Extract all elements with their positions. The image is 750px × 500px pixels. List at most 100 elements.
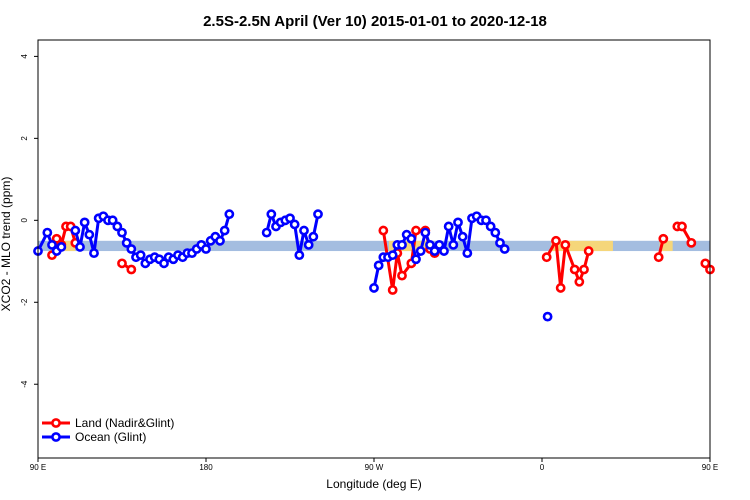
background-bands bbox=[38, 240, 710, 252]
data-point bbox=[434, 240, 445, 250]
data-point bbox=[387, 250, 398, 261]
chart-title: 2.5S-2.5N April (Ver 10) 2015-01-01 to 2… bbox=[203, 13, 547, 30]
data-point bbox=[56, 242, 67, 252]
data-point bbox=[121, 237, 132, 248]
data-point bbox=[215, 235, 225, 246]
band-3 bbox=[551, 240, 613, 252]
legend: Land (Nadir&Glint)Ocean (Glint) bbox=[42, 416, 174, 444]
x-tick-label: 90 W bbox=[365, 463, 384, 472]
data-point bbox=[107, 215, 118, 226]
legend-marker bbox=[51, 432, 61, 442]
band-0 bbox=[38, 240, 710, 252]
data-point bbox=[378, 225, 389, 236]
band-2 bbox=[388, 240, 434, 252]
data-point bbox=[397, 240, 407, 250]
data-point bbox=[448, 240, 459, 250]
data-point bbox=[495, 237, 505, 248]
data-point bbox=[289, 219, 300, 230]
x-tick-label: 0 bbox=[540, 463, 545, 472]
y-tick-label: 4 bbox=[20, 54, 29, 59]
series-layer bbox=[33, 209, 715, 322]
legend-marker bbox=[51, 418, 61, 428]
data-point bbox=[42, 227, 53, 238]
data-point bbox=[677, 221, 687, 232]
data-point bbox=[429, 246, 440, 256]
y-tick-label: 2 bbox=[20, 136, 29, 141]
data-point bbox=[579, 264, 589, 275]
data-point bbox=[653, 252, 664, 263]
data-point bbox=[551, 235, 561, 246]
band-1 bbox=[60, 240, 76, 252]
y-axis: -4 -2 0 2 4 bbox=[20, 54, 38, 388]
data-point bbox=[51, 233, 62, 244]
series-2 bbox=[542, 311, 553, 322]
data-point bbox=[369, 283, 379, 293]
data-point bbox=[541, 252, 552, 263]
data-point bbox=[117, 227, 127, 238]
y-tick-label: -4 bbox=[20, 380, 29, 388]
data-point bbox=[420, 227, 431, 238]
data-point bbox=[303, 240, 314, 250]
x-tick-label: 180 bbox=[199, 463, 213, 472]
data-point bbox=[47, 240, 57, 250]
data-point bbox=[201, 244, 211, 254]
legend-label: Land (Nadir&Glint) bbox=[75, 416, 174, 430]
data-point bbox=[411, 254, 421, 265]
data-point bbox=[485, 221, 496, 232]
legend-label: Ocean (Glint) bbox=[75, 430, 146, 444]
x-tick-label: 90 E bbox=[702, 463, 718, 472]
data-point bbox=[89, 248, 99, 258]
data-point bbox=[490, 227, 501, 238]
data-point bbox=[686, 237, 697, 248]
x-tick-label: 90 E bbox=[30, 463, 46, 472]
data-point bbox=[397, 270, 407, 281]
data-point bbox=[387, 285, 398, 295]
data-point bbox=[84, 229, 95, 240]
data-point bbox=[425, 240, 435, 250]
data-point bbox=[219, 225, 230, 236]
data-point bbox=[542, 311, 553, 322]
data-point bbox=[462, 248, 473, 258]
data-point bbox=[439, 246, 449, 256]
data-point bbox=[126, 244, 137, 254]
band-4 bbox=[659, 240, 673, 252]
data-point bbox=[560, 240, 571, 250]
data-point bbox=[373, 260, 384, 271]
x-axis: 90 E 180 90 W 0 90 E bbox=[30, 458, 718, 472]
data-point bbox=[443, 221, 454, 232]
data-point bbox=[415, 246, 426, 256]
data-point bbox=[126, 264, 137, 275]
data-point bbox=[453, 217, 463, 228]
data-point bbox=[75, 242, 85, 252]
data-point bbox=[406, 233, 417, 244]
legend-item: Land (Nadir&Glint) bbox=[42, 416, 174, 430]
data-point bbox=[457, 231, 468, 242]
data-point bbox=[411, 225, 421, 236]
data-point bbox=[555, 283, 566, 293]
data-point bbox=[79, 217, 90, 228]
legend-item: Ocean (Glint) bbox=[42, 430, 146, 444]
data-point bbox=[224, 209, 235, 220]
y-tick-label: 0 bbox=[20, 218, 29, 223]
data-point bbox=[294, 250, 305, 261]
data-point bbox=[285, 213, 295, 224]
data-point bbox=[135, 250, 146, 261]
data-point bbox=[700, 258, 711, 269]
data-point bbox=[569, 264, 580, 275]
data-point bbox=[308, 231, 319, 242]
data-point bbox=[261, 227, 272, 238]
data-point bbox=[574, 276, 585, 287]
data-point bbox=[112, 221, 123, 232]
data-point bbox=[658, 233, 669, 244]
series-1 bbox=[33, 209, 510, 293]
y-tick-label: -2 bbox=[20, 298, 29, 306]
x-axis-label: Longitude (deg E) bbox=[326, 477, 421, 491]
data-point bbox=[159, 258, 169, 269]
data-point bbox=[499, 244, 510, 254]
data-point bbox=[313, 209, 323, 220]
data-point bbox=[117, 258, 127, 269]
data-point bbox=[583, 246, 594, 256]
data-point bbox=[70, 225, 81, 236]
data-point bbox=[266, 209, 277, 220]
